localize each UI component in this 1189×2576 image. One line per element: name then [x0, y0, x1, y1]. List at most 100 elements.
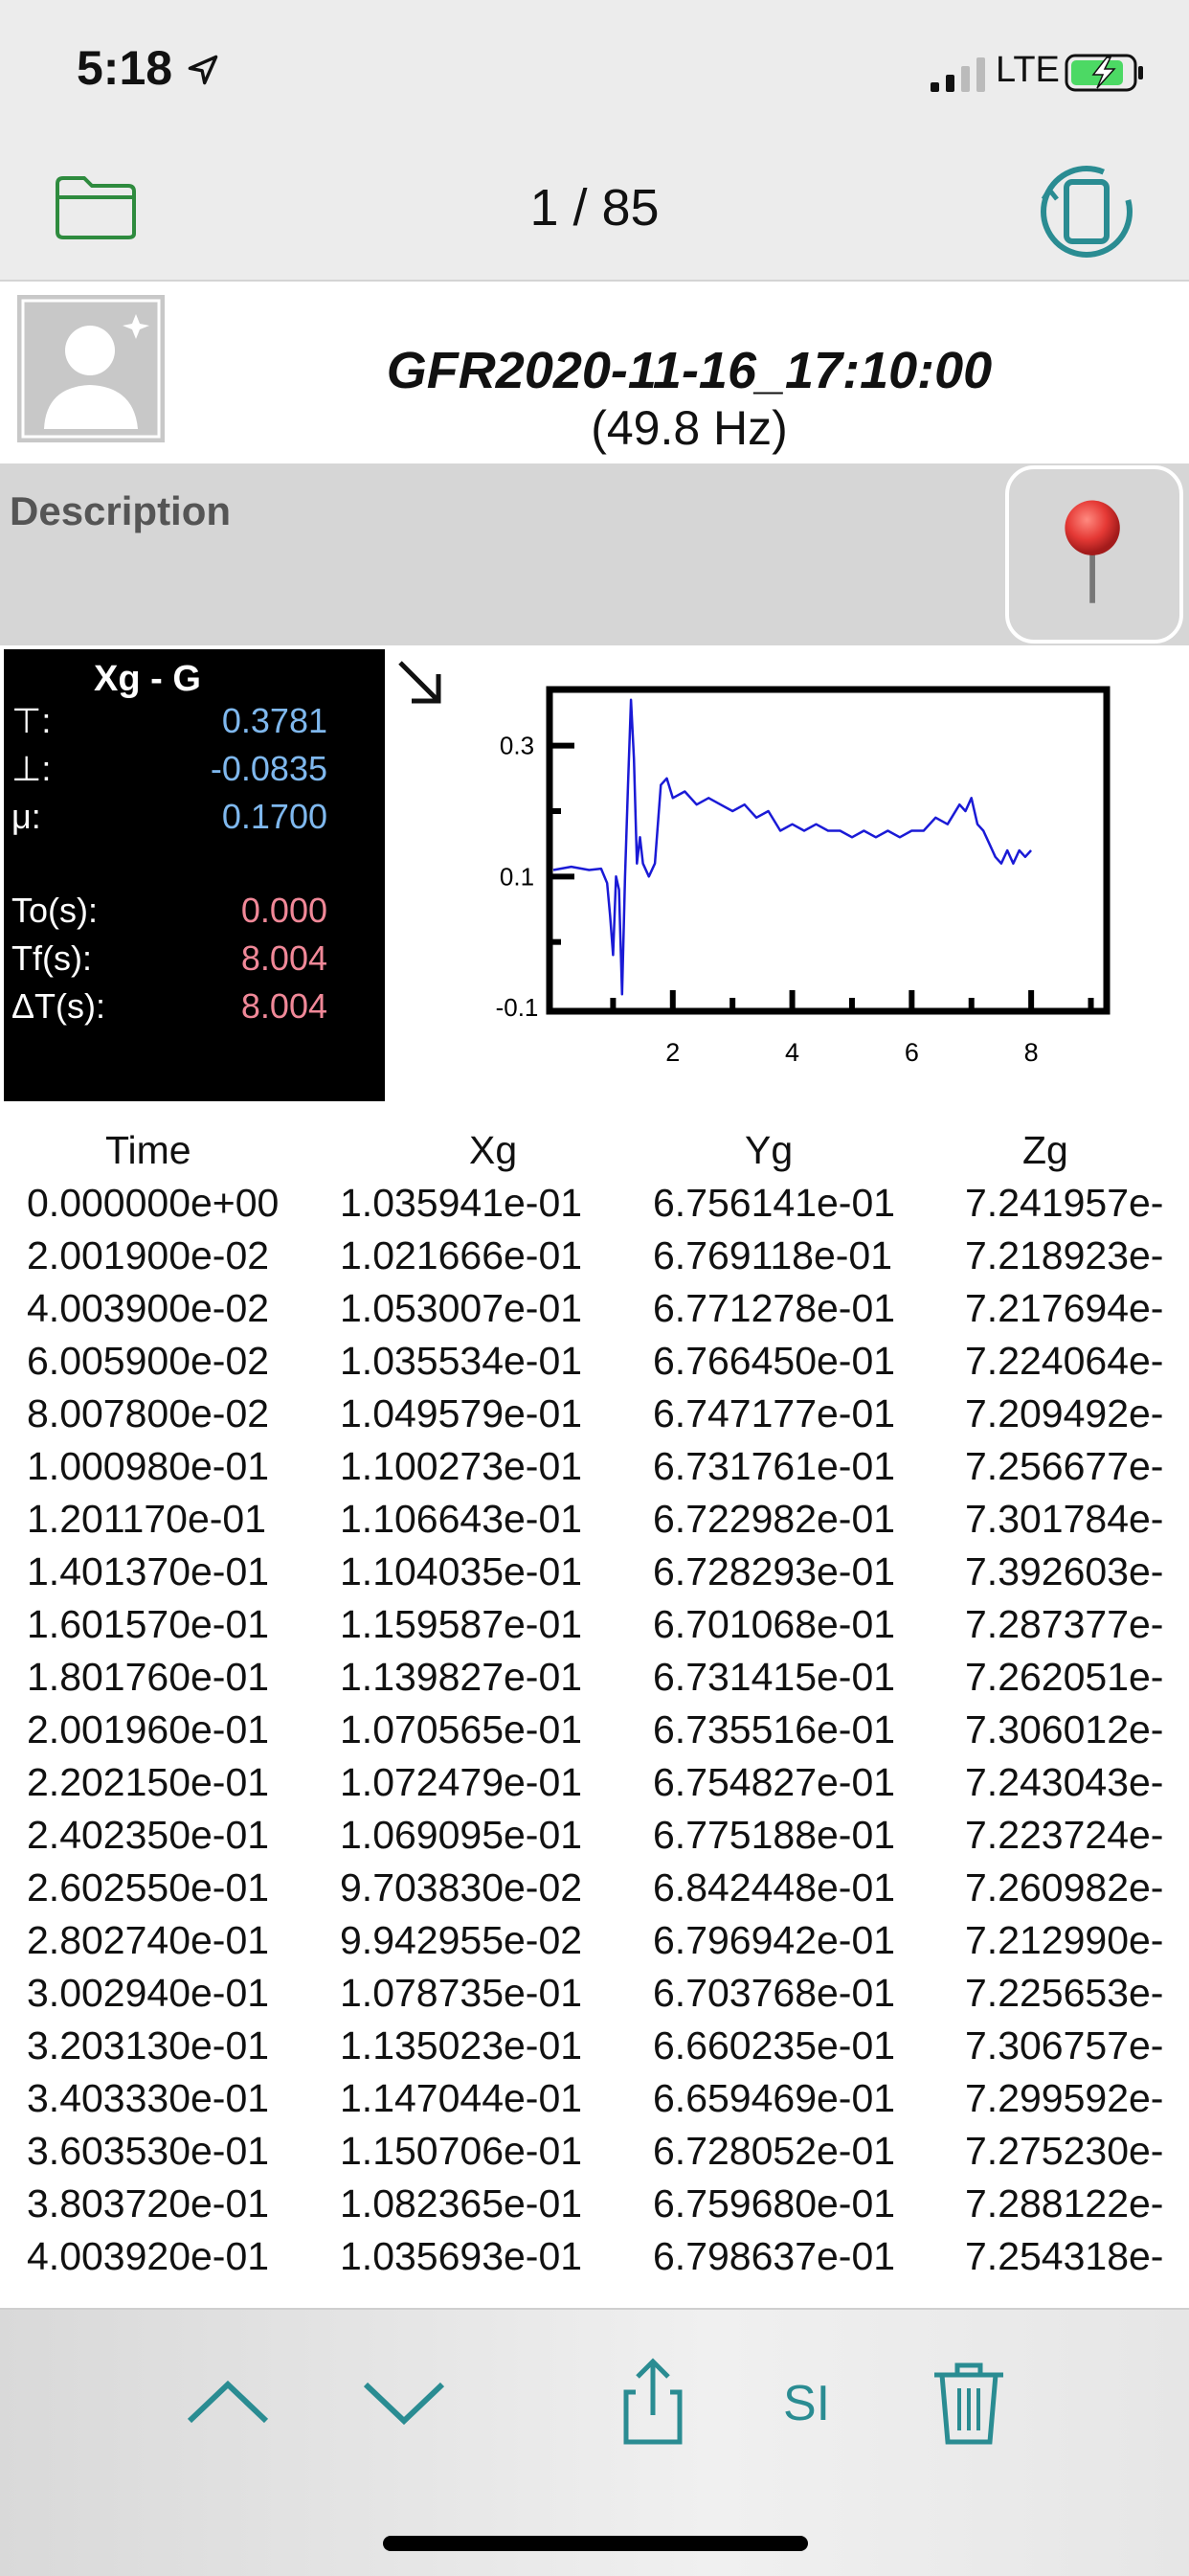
- table-cell: 2.602550e-01: [27, 1865, 270, 1909]
- table-row[interactable]: 0.000000e+00 1.035941e-01 6.756141e-01 7.24…: [0, 1181, 1189, 1233]
- table-row[interactable]: 3.403330e-01 1.147044e-01 6.659469e-01 7.29…: [0, 2076, 1189, 2129]
- table-cell: 2.202150e-01: [27, 1760, 270, 1804]
- table-row[interactable]: 4.003920e-01 1.035693e-01 6.798637e-01 7.25…: [0, 2234, 1189, 2287]
- table-cell: 1.082365e-01: [340, 2181, 583, 2226]
- table-cell: 1.070565e-01: [340, 1707, 583, 1751]
- table-cell: 7.217694e-: [965, 1286, 1164, 1330]
- status-time: 5:18: [77, 41, 173, 95]
- units-si-button[interactable]: SI: [783, 2376, 831, 2431]
- table-row[interactable]: 2.001900e-02 1.021666e-01 6.769118e-01 7.21…: [0, 1233, 1189, 1286]
- stat-value: 0.3781: [221, 701, 327, 740]
- home-indicator[interactable]: [383, 2536, 808, 2551]
- table-cell: 9.703830e-02: [340, 1865, 583, 1909]
- table-row[interactable]: 2.402350e-01 1.069095e-01 6.775188e-01 7.22…: [0, 1813, 1189, 1865]
- stat-label: ⊤:: [11, 701, 52, 740]
- share-icon[interactable]: [607, 2356, 699, 2448]
- table-cell: 6.728052e-01: [653, 2129, 896, 2173]
- table-row[interactable]: 1.000980e-01 1.100273e-01 6.731761e-01 7.25…: [0, 1444, 1189, 1497]
- stat-value: 8.004: [240, 986, 327, 1026]
- table-row[interactable]: 2.001960e-01 1.070565e-01 6.735516e-01 7.30…: [0, 1707, 1189, 1760]
- stat-label: μ:: [11, 797, 41, 836]
- table-cell: 4.003920e-01: [27, 2234, 270, 2278]
- table-header: Time Xg Yg Zg: [0, 1128, 1189, 1181]
- table-cell: 7.209492e-: [965, 1391, 1164, 1435]
- rotate-device-icon[interactable]: [1036, 161, 1137, 262]
- table-row[interactable]: 1.601570e-01 1.159587e-01 6.701068e-01 7.28…: [0, 1602, 1189, 1655]
- location-arrow-icon: [188, 55, 218, 85]
- x-tick-label: 4: [785, 1038, 799, 1067]
- table-cell: 7.256677e-: [965, 1444, 1164, 1488]
- table-cell: 6.756141e-01: [653, 1181, 896, 1225]
- table-row[interactable]: 8.007800e-02 1.049579e-01 6.747177e-01 7.20…: [0, 1391, 1189, 1444]
- table-cell: 6.759680e-01: [653, 2181, 896, 2226]
- chevron-down-icon[interactable]: [358, 2356, 450, 2448]
- table-cell: 1.150706e-01: [340, 2129, 583, 2173]
- table-cell: 7.218923e-: [965, 1233, 1164, 1277]
- map-pin-icon: [1065, 500, 1120, 603]
- table-cell: 1.069095e-01: [340, 1813, 583, 1857]
- table-cell: 3.203130e-01: [27, 2023, 270, 2068]
- table-cell: 6.735516e-01: [653, 1707, 896, 1751]
- table-cell: 1.035534e-01: [340, 1339, 583, 1383]
- table-cell: 1.049579e-01: [340, 1391, 583, 1435]
- trash-icon[interactable]: [923, 2356, 1015, 2448]
- table-cell: 7.224064e-: [965, 1339, 1164, 1383]
- table-cell: 0.000000e+00: [27, 1181, 280, 1225]
- stat-start-time: To(s): 0.000: [11, 891, 327, 935]
- table-cell: 6.747177e-01: [653, 1391, 896, 1435]
- table-cell: 1.106643e-01: [340, 1497, 583, 1541]
- stat-value: 0.1700: [221, 797, 327, 836]
- table-cell: 6.796942e-01: [653, 1918, 896, 1962]
- table-cell: 7.299592e-: [965, 2076, 1164, 2120]
- table-cell: 7.243043e-: [965, 1760, 1164, 1804]
- pin-button[interactable]: [1005, 465, 1183, 644]
- table-row[interactable]: 1.401370e-01 1.104035e-01 6.728293e-01 7.39…: [0, 1549, 1189, 1602]
- table-cell: 1.100273e-01: [340, 1444, 583, 1488]
- table-row[interactable]: 2.202150e-01 1.072479e-01 6.754827e-01 7.24…: [0, 1760, 1189, 1813]
- folder-icon[interactable]: [54, 174, 138, 241]
- table-row[interactable]: 1.201170e-01 1.106643e-01 6.722982e-01 7.30…: [0, 1497, 1189, 1549]
- stat-max: ⊤: 0.3781: [11, 701, 327, 745]
- table-cell: 1.801760e-01: [27, 1655, 270, 1699]
- table-cell: 7.223724e-: [965, 1813, 1164, 1857]
- data-table[interactable]: Time Xg Yg Zg 0.000000e+00 1.035941e-01 6.…: [0, 1128, 1189, 2306]
- table-cell: 8.007800e-02: [27, 1391, 270, 1435]
- table-cell: 7.212990e-: [965, 1918, 1164, 1962]
- stats-title: Xg - G: [94, 659, 201, 699]
- page-counter: 1 / 85: [529, 179, 660, 237]
- stat-mean: μ: 0.1700: [11, 797, 327, 841]
- chevron-up-icon[interactable]: [182, 2356, 274, 2448]
- table-cell: 1.035941e-01: [340, 1181, 583, 1225]
- expand-arrow-icon[interactable]: [394, 657, 448, 711]
- stat-label: Tf(s):: [11, 938, 92, 978]
- signal-chart[interactable]: 2 4 6 8 0.3 0.1 -0.1: [450, 670, 1139, 1092]
- table-cell: 6.731415e-01: [653, 1655, 896, 1699]
- avatar[interactable]: [17, 295, 165, 442]
- table-cell: 6.659469e-01: [653, 2076, 896, 2120]
- table-cell: 7.306757e-: [965, 2023, 1164, 2068]
- table-cell: 6.728293e-01: [653, 1549, 896, 1593]
- table-row[interactable]: 2.802740e-01 9.942955e-02 6.796942e-01 7.21…: [0, 1918, 1189, 1971]
- table-cell: 2.001900e-02: [27, 1233, 270, 1277]
- table-cell: 4.003900e-02: [27, 1286, 270, 1330]
- x-tick-label: 8: [1024, 1038, 1039, 1067]
- table-row[interactable]: 3.603530e-01 1.150706e-01 6.728052e-01 7.27…: [0, 2129, 1189, 2181]
- description-section[interactable]: Description: [0, 463, 1189, 645]
- table-cell: 1.147044e-01: [340, 2076, 583, 2120]
- table-row[interactable]: 6.005900e-02 1.035534e-01 6.766450e-01 7.22…: [0, 1339, 1189, 1391]
- table-cell: 7.288122e-: [965, 2181, 1164, 2226]
- table-row[interactable]: 3.002940e-01 1.078735e-01 6.703768e-01 7.22…: [0, 1971, 1189, 2023]
- table-row[interactable]: 3.203130e-01 1.135023e-01 6.660235e-01 7.30…: [0, 2023, 1189, 2076]
- stat-value: 8.004: [240, 938, 327, 978]
- table-row[interactable]: 1.801760e-01 1.139827e-01 6.731415e-01 7.26…: [0, 1655, 1189, 1707]
- table-cell: 1.035693e-01: [340, 2234, 583, 2278]
- table-cell: 9.942955e-02: [340, 1918, 583, 1962]
- table-cell: 3.403330e-01: [27, 2076, 270, 2120]
- table-cell: 7.275230e-: [965, 2129, 1164, 2173]
- table-cell: 1.135023e-01: [340, 2023, 583, 2068]
- table-row[interactable]: 2.602550e-01 9.703830e-02 6.842448e-01 7.26…: [0, 1865, 1189, 1918]
- table-cell: 7.241957e-: [965, 1181, 1164, 1225]
- table-row[interactable]: 4.003900e-02 1.053007e-01 6.771278e-01 7.21…: [0, 1286, 1189, 1339]
- sample-frequency: (49.8 Hz): [591, 401, 788, 455]
- table-row[interactable]: 3.803720e-01 1.082365e-01 6.759680e-01 7.28…: [0, 2181, 1189, 2234]
